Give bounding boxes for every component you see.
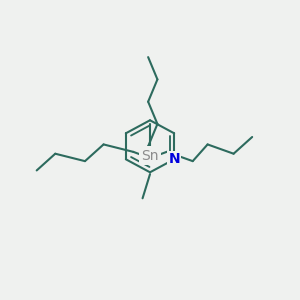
Text: N: N xyxy=(168,152,180,166)
Text: Sn: Sn xyxy=(141,148,159,163)
